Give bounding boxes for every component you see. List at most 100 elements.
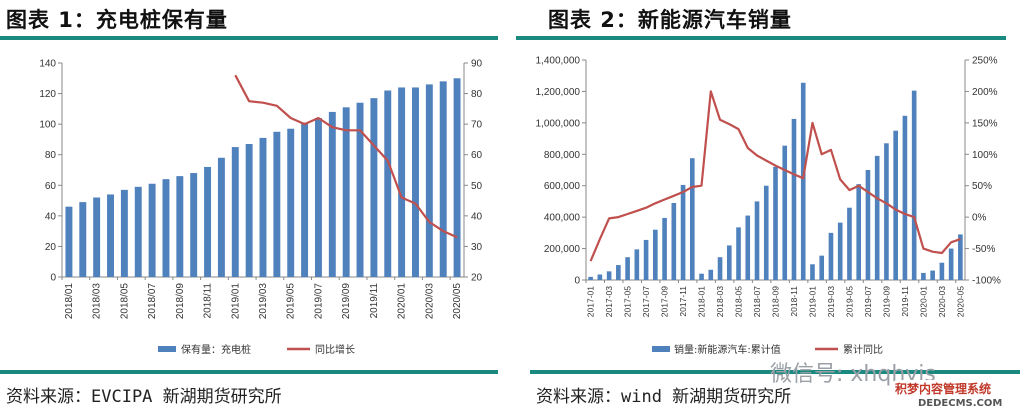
x-tick-label: 2017-05 bbox=[623, 286, 633, 317]
left-chart-title: 图表 1：充电桩保有量 bbox=[6, 8, 228, 32]
bar bbox=[930, 270, 935, 280]
y-right-tick-label: 50% bbox=[972, 181, 992, 192]
x-tick-label: 2019-03 bbox=[826, 286, 836, 317]
y-right-tick-label: 200% bbox=[972, 87, 998, 98]
y-right-tick-label: 70 bbox=[471, 120, 483, 131]
x-tick-label: 2020-05 bbox=[955, 286, 965, 317]
bar bbox=[287, 128, 295, 277]
bar bbox=[699, 273, 704, 280]
bar bbox=[398, 87, 406, 277]
bar bbox=[893, 130, 898, 280]
y-left-tick-label: 60 bbox=[45, 181, 57, 192]
series-line bbox=[234, 74, 458, 239]
right-title-rule bbox=[516, 36, 1006, 40]
bar bbox=[745, 215, 751, 280]
bar bbox=[884, 143, 889, 280]
bar bbox=[680, 184, 686, 280]
bar bbox=[782, 145, 788, 280]
bar bbox=[314, 118, 322, 278]
legend-label-line: 同比增长 bbox=[315, 343, 355, 356]
bar bbox=[902, 115, 908, 281]
bar bbox=[948, 248, 954, 280]
bar bbox=[643, 239, 649, 280]
bar bbox=[412, 87, 419, 277]
bar bbox=[828, 232, 834, 280]
x-tick-label: 2019-01 bbox=[807, 286, 817, 317]
bar bbox=[597, 274, 603, 280]
x-tick-label: 2020/01 bbox=[397, 283, 408, 320]
y-left-tick-label: 600,000 bbox=[544, 181, 581, 192]
y-left-tick-label: 1,200,000 bbox=[536, 87, 581, 98]
series-line bbox=[589, 90, 961, 262]
right-source-rule bbox=[530, 370, 1020, 374]
x-tick-label: 2019-09 bbox=[881, 286, 891, 317]
bar bbox=[370, 98, 378, 278]
bar bbox=[273, 131, 281, 277]
left-title-rule bbox=[0, 36, 498, 40]
bar bbox=[856, 184, 862, 280]
left-source: 资料来源：EVCIPA 新湖期货研究所 bbox=[6, 387, 282, 407]
y-right-tick-label: 20 bbox=[471, 273, 483, 284]
bar bbox=[662, 217, 667, 280]
legend-swatch-bar bbox=[158, 346, 176, 352]
x-tick-label: 2017-07 bbox=[641, 286, 651, 317]
watermark-site-url: DEDECMS.COM bbox=[918, 398, 1003, 409]
bar bbox=[301, 122, 309, 277]
bar bbox=[810, 264, 815, 280]
x-tick-label: 2019-07 bbox=[863, 286, 873, 317]
bar bbox=[65, 206, 73, 277]
y-right-tick-label: 150% bbox=[972, 118, 998, 129]
bar bbox=[625, 257, 630, 280]
y-right-tick-label: 90 bbox=[471, 59, 483, 70]
y-right-tick-label: 40 bbox=[471, 211, 483, 222]
y-left-tick-label: 140 bbox=[39, 59, 56, 70]
bar bbox=[162, 179, 170, 277]
bar bbox=[865, 170, 871, 280]
bar bbox=[453, 78, 461, 278]
bar bbox=[754, 201, 760, 280]
bar bbox=[791, 118, 797, 280]
bar bbox=[134, 186, 142, 277]
y-left-tick-label: 120 bbox=[39, 89, 56, 100]
bar bbox=[107, 194, 114, 277]
y-left-tick-label: 20 bbox=[45, 242, 57, 253]
bar bbox=[819, 255, 825, 280]
x-tick-label: 2017-09 bbox=[660, 286, 670, 317]
left-source-rule bbox=[0, 370, 498, 374]
right-source: 资料来源：wind 新湖期货研究所 bbox=[536, 387, 792, 407]
legend-label-bar: 销量:新能源汽车:累计值 bbox=[674, 343, 781, 356]
y-left-tick-label: 0 bbox=[50, 273, 56, 284]
y-left-tick-label: 0 bbox=[574, 276, 580, 287]
bar bbox=[148, 183, 156, 277]
x-tick-label: 2017-03 bbox=[604, 286, 614, 317]
bar bbox=[689, 158, 695, 280]
x-tick-label: 2020-01 bbox=[918, 286, 928, 317]
x-tick-label: 2018/07 bbox=[147, 283, 158, 320]
legend-label-line: 累计同比 bbox=[843, 343, 883, 356]
x-tick-label: 2019/11 bbox=[369, 283, 380, 319]
bar bbox=[763, 185, 769, 280]
bar bbox=[606, 271, 612, 280]
x-tick-label: 2019-05 bbox=[844, 286, 854, 317]
x-tick-label: 2019/09 bbox=[341, 283, 352, 320]
x-tick-label: 2018/03 bbox=[92, 283, 103, 320]
x-tick-label: 2019/01 bbox=[230, 283, 241, 320]
y-left-tick-label: 1,000,000 bbox=[536, 118, 581, 129]
y-right-tick-label: 250% bbox=[972, 56, 998, 67]
bar bbox=[217, 157, 225, 277]
y-right-tick-label: 100% bbox=[972, 150, 998, 161]
bar bbox=[653, 229, 658, 280]
bar bbox=[245, 144, 253, 277]
bar bbox=[204, 166, 212, 277]
x-tick-label: 2019/03 bbox=[258, 283, 269, 320]
bar bbox=[837, 222, 843, 280]
y-left-tick-label: 100 bbox=[39, 120, 56, 131]
bar bbox=[717, 257, 723, 280]
y-right-tick-label: -100% bbox=[972, 276, 1001, 287]
bar bbox=[79, 202, 87, 277]
x-tick-label: 2018/09 bbox=[175, 283, 186, 320]
y-right-tick-label: 30 bbox=[471, 242, 483, 253]
bar bbox=[874, 155, 880, 280]
bar bbox=[773, 166, 778, 280]
x-tick-label: 2018-01 bbox=[697, 286, 707, 317]
